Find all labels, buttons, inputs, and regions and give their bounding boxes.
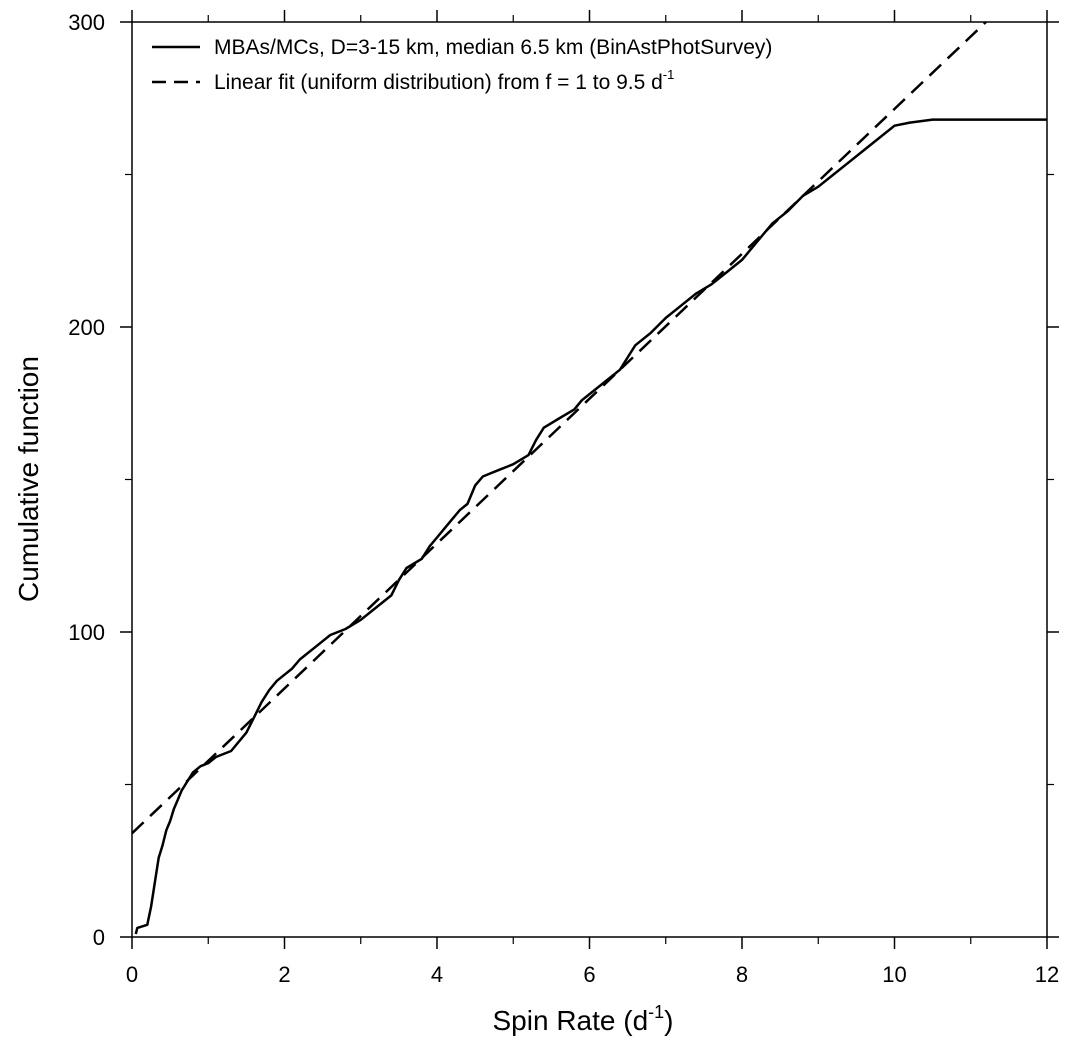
series-layer [131, 21, 1047, 935]
legend-label-dashed-sup: -1 [663, 67, 675, 82]
series-line-cumulative [134, 118, 1047, 935]
x-tick-label: 12 [1035, 962, 1059, 987]
x-tick-label: 6 [583, 962, 595, 987]
x-axis-title: Spin Rate (d-1) [493, 1002, 674, 1036]
legend-label-dashed: Linear fit (uniform distribution) from f… [214, 67, 674, 94]
y-tick-label: 200 [68, 315, 105, 340]
legend-label-solid: MBAs/MCs, D=3-15 km, median 6.5 km (BinA… [214, 36, 772, 59]
axis-ticks [120, 10, 1059, 949]
x-tick-label: 10 [882, 962, 906, 987]
y-tick-label: 100 [68, 620, 105, 645]
plot-frame [131, 21, 1048, 938]
x-tick-label: 8 [736, 962, 748, 987]
tick-labels: 0 2 4 6 8 10 12 0 100 200 300 [68, 10, 1059, 987]
legend: MBAs/MCs, D=3-15 km, median 6.5 km (BinA… [152, 36, 772, 94]
y-axis-title: Cumulative function [13, 356, 44, 602]
x-tick-label: 2 [278, 962, 290, 987]
legend-label-dashed-main: Linear fit (uniform distribution) from f… [214, 71, 663, 94]
x-tick-label: 0 [126, 962, 138, 987]
series-line-linear-fit [131, 21, 987, 835]
x-tick-label: 4 [431, 962, 443, 987]
y-tick-label: 0 [93, 925, 105, 950]
y-tick-label: 300 [68, 10, 105, 35]
